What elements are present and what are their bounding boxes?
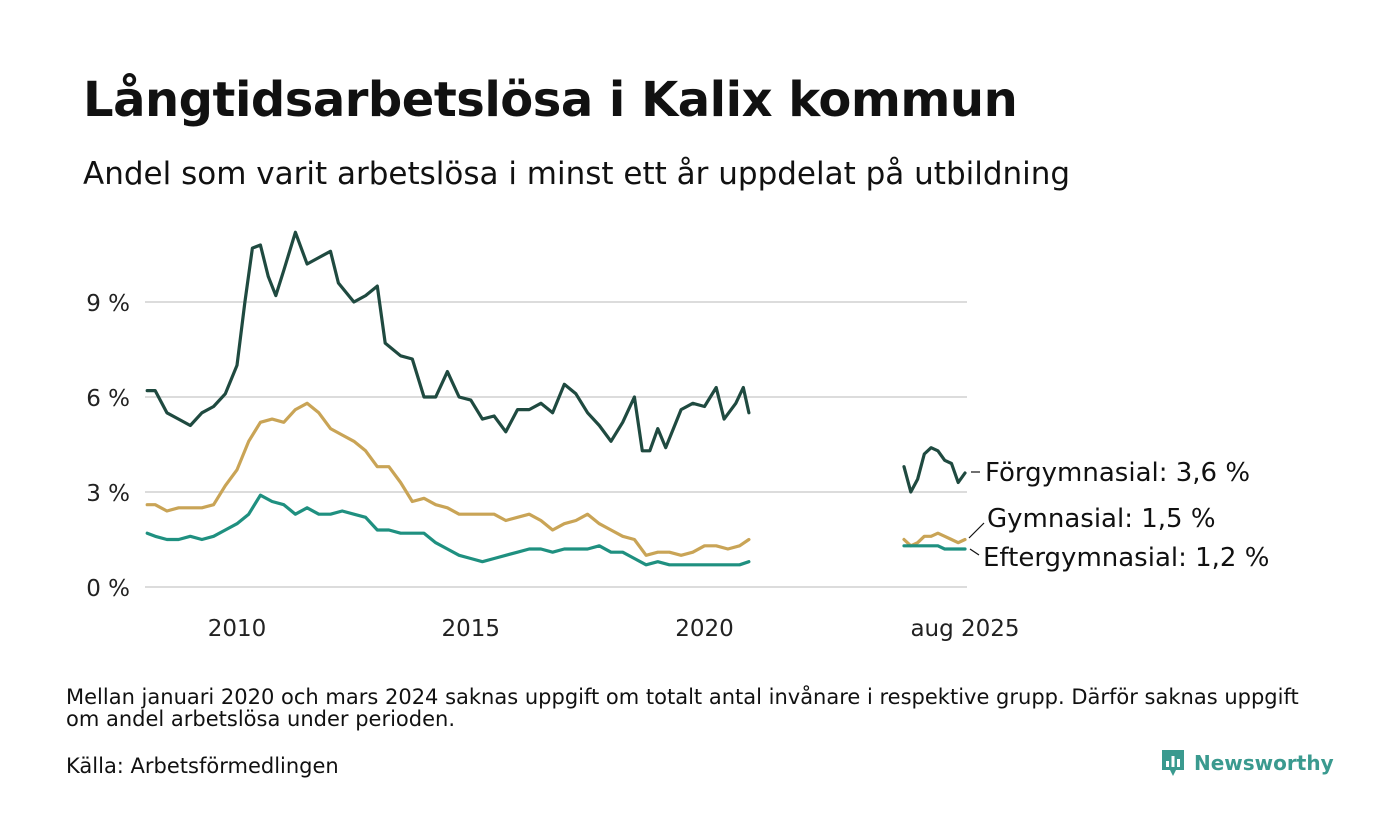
- grid-lines: [145, 300, 967, 588]
- end-label-eftergymnasial: Eftergymnasial: 1,2 %: [983, 543, 1269, 573]
- brand-name: Newsworthy: [1194, 751, 1334, 775]
- label-connector: [969, 548, 980, 556]
- end-label-förgymnasial: Förgymnasial: 3,6 %: [985, 458, 1250, 488]
- series-line-eftergymnasial: [902, 544, 967, 551]
- newsworthy-icon: [1162, 750, 1184, 776]
- x-tick-label: 2010: [208, 616, 267, 642]
- y-tick-label: 6 %: [86, 386, 130, 412]
- series-line-förgymnasial: [145, 230, 751, 453]
- source-note: Källa: Arbetsförmedlingen: [66, 754, 339, 778]
- x-tick-label: aug 2025: [910, 616, 1019, 642]
- y-tick-label: 0 %: [86, 576, 130, 602]
- chart-subtitle: Andel som varit arbetslösa i minst ett å…: [83, 156, 1071, 192]
- series-line-eftergymnasial: [145, 493, 751, 567]
- series-lines: [145, 230, 967, 567]
- series-line-gymnasial: [902, 531, 967, 548]
- end-labels: Förgymnasial: 3,6 % Gymnasial: 1,5 % Efter…: [968, 458, 1269, 573]
- series-line-gymnasial: [145, 401, 751, 557]
- y-tick-label: 3 %: [86, 481, 130, 507]
- newsworthy-logo: Newsworthy: [1160, 748, 1334, 778]
- end-label-gymnasial: Gymnasial: 1,5 %: [987, 504, 1216, 534]
- y-tick-labels: 0 % 3 % 6 % 9 %: [86, 291, 130, 602]
- x-tick-label: 2020: [675, 616, 734, 642]
- series-line-förgymnasial: [902, 446, 967, 494]
- x-tick-label: 2015: [441, 616, 500, 642]
- footnote: Mellan januari 2020 och mars 2024 saknas…: [66, 685, 1299, 731]
- label-connector: [968, 522, 985, 539]
- chart-title: Långtidsarbetslösa i Kalix kommun: [83, 72, 1018, 128]
- y-tick-label: 9 %: [86, 291, 130, 317]
- x-tick-labels: 2010 2015 2020 aug 2025: [208, 616, 1020, 642]
